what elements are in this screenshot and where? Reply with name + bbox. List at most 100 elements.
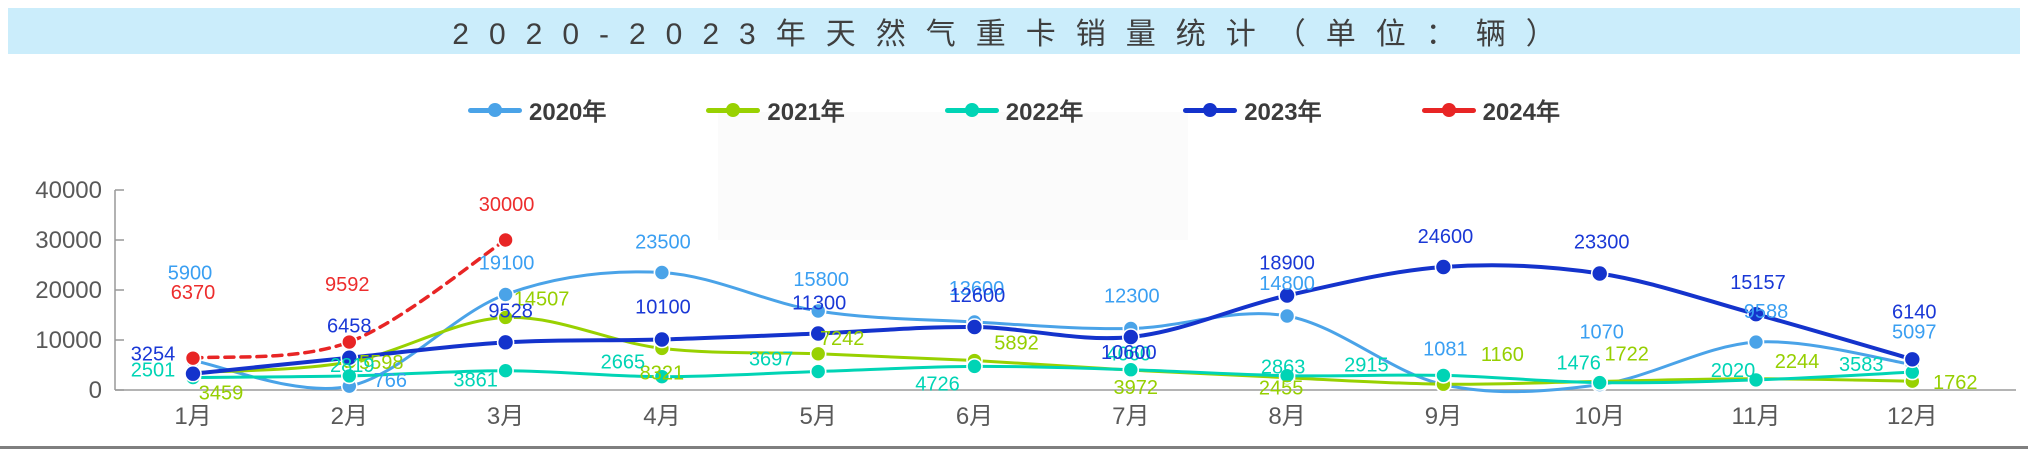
legend-line-dot-icon [468,102,523,118]
series-labels-2021年: 3459 5598 14507 8321 7242 5892 3972 2455 1160 172… [199,288,1978,404]
series-labels-2023年: 3254 6458 9528 10100 11300 12600 10600 18900 246… [131,226,1937,366]
axes: 0 10000 20000 30000 40000 1月 2月 3月 4月 5月 6月 7月 8月 9月 1… [35,177,2016,430]
data-point-2023年[interactable] [1590,264,1609,283]
legend-item-2020年[interactable]: 2020年 [468,92,606,127]
series-line-2023年[interactable] [191,263,1915,376]
legend-dot [964,102,979,117]
data-label-2023年: 9528 [488,300,533,322]
data-point-2020年[interactable] [1747,333,1765,351]
data-point-2022年[interactable] [966,358,983,375]
month-label: 11月 [1732,403,1781,430]
data-point-2023年[interactable] [653,330,671,349]
data-point-2022年[interactable] [1747,371,1765,389]
data-point-2023年[interactable] [965,318,984,336]
data-label-2021年: 1160 [1481,344,1524,366]
data-label-2022年: 1476 [1556,353,1601,375]
data-point-2023年[interactable] [1122,328,1140,346]
data-point-2024年[interactable] [184,349,202,367]
data-point-2022年[interactable] [809,363,827,380]
data-label-2021年: 14507 [514,288,570,310]
legend-label: 2023年 [1244,99,1322,126]
data-label-2023年: 10100 [635,297,691,319]
data-label-2021年: 3459 [199,383,244,405]
data-point-2022年[interactable] [653,368,671,385]
data-point-2020年[interactable] [497,286,514,303]
data-label-2022年: 2501 [131,359,176,381]
data-label-2022年: 3583 [1839,354,1884,376]
series-line-2021年[interactable] [191,315,1914,386]
y-tick-label: 10000 [35,327,102,354]
data-label-2023年: 6458 [327,316,372,338]
data-label-2022年: 3697 [749,349,794,371]
month-label: 5月 [800,403,837,430]
data-label-2022年: 2665 [601,352,646,374]
data-label-2020年: 14800 [1259,273,1315,295]
month-label: 9月 [1425,403,1462,430]
data-label-2020年: 15800 [793,269,849,291]
series-line-2022年[interactable] [191,364,1914,385]
legend-item-2023年[interactable]: 2023年 [1183,92,1322,127]
series-2022年 [184,358,1921,391]
y-tick-label: 30000 [35,227,102,254]
data-point-2020年[interactable] [1278,307,1296,325]
data-point-2022年[interactable] [340,367,358,385]
month-label: 10月 [1574,403,1625,430]
data-label-2023年: 15157 [1730,272,1786,294]
data-label-2023年: 12600 [950,285,1006,307]
data-label-2021年: 2244 [1775,351,1820,373]
month-label: 3月 [487,403,524,430]
legend-item-2024年[interactable]: 2024年 [1421,92,1560,127]
data-point-2020年[interactable] [653,264,671,281]
data-point-2023年[interactable] [809,324,828,343]
data-point-2020年[interactable] [809,302,827,320]
faint-background-patch [718,112,1188,240]
y-tick-label: 40000 [35,177,102,204]
legend-dot [1203,102,1218,117]
legend-line-dot-icon [1183,102,1238,118]
data-label-2021年: 5892 [994,333,1039,355]
legend-dot [1441,102,1456,117]
data-point-2023年[interactable] [1903,350,1922,369]
data-label-2021年: 1722 [1604,343,1649,365]
title-bar: 2020-2023年天然气重卡销量统计（单位：辆） [8,8,2020,54]
data-point-2022年[interactable] [1278,367,1296,384]
legend-dot [726,102,741,117]
month-label: 4月 [643,403,680,430]
month-label: 8月 [1268,403,1305,430]
legend-item-2021年[interactable]: 2021年 [706,92,845,127]
data-point-2024年[interactable] [340,333,358,351]
month-label: 1月 [174,403,211,430]
data-point-2023年[interactable] [1434,258,1453,276]
data-point-2023年[interactable] [496,333,515,352]
data-point-2023年[interactable] [1278,286,1296,305]
data-label-2024年: 30000 [479,194,535,216]
month-label: 6月 [956,403,993,430]
data-point-2023年[interactable] [184,364,202,383]
data-point-2024年[interactable] [497,231,514,249]
series-line-2020年[interactable] [191,270,1914,394]
series-line-2024年[interactable] [191,238,508,360]
data-label-2020年: 1070 [1579,322,1624,344]
data-label-2023年: 11300 [792,293,846,315]
data-point-2023年[interactable] [1747,305,1765,324]
legend-item-2022年[interactable]: 2022年 [944,92,1083,127]
legend-line-dot-icon [944,102,999,118]
series-labels-2022年: 2501 2819 3861 2665 3697 4726 4060 2863 2915 1476… [131,344,1884,396]
data-point-2022年[interactable] [1122,361,1140,379]
series-2021年 [184,309,1921,393]
data-label-2020年: 19100 [479,253,535,275]
month-label: 12月 [1887,403,1938,430]
data-label-2021年: 8321 [640,362,685,384]
data-label-2021年: 1762 [1933,372,1978,394]
data-label-2020年: 5900 [168,263,213,285]
data-label-2022年: 2819 [330,355,375,377]
data-point-2021年[interactable] [809,345,827,363]
data-point-2021年[interactable] [497,309,514,326]
data-point-2022年[interactable] [1435,367,1452,384]
data-label-2023年: 18900 [1259,253,1315,275]
y-tick-label: 20000 [35,277,102,304]
chart-legend: 2020年 2021年 2022年 2023年 2024年 [0,92,2028,127]
data-point-2022年[interactable] [1591,374,1608,391]
data-point-2022年[interactable] [497,362,514,379]
